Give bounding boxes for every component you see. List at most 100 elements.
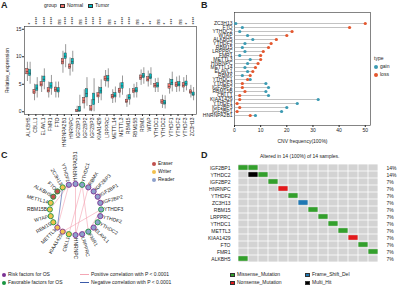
svg-text:7%: 7% [387,242,395,248]
svg-text:RBM15: RBM15 [35,221,53,235]
svg-text:FTO: FTO [47,180,58,191]
svg-text:Relative_expression: Relative_expression [4,48,10,93]
svg-text:YTHDF2: YTHDF2 [175,117,181,137]
svg-text:ns: ns [177,19,183,25]
svg-text:14%: 14% [387,165,398,171]
svg-text:FTO: FTO [221,242,231,248]
svg-text:****: **** [63,17,69,25]
svg-text:YTHDF1: YTHDF1 [168,117,174,137]
svg-text:YTHDC1: YTHDC1 [210,221,230,227]
svg-text:****: **** [98,17,104,25]
svg-text:KIAA1429: KIAA1429 [96,117,102,140]
svg-text:HNRNPC: HNRNPC [68,117,74,139]
svg-text:CBLL1: CBLL1 [32,117,38,133]
svg-text:7%: 7% [387,235,395,241]
svg-text:FMR1: FMR1 [217,249,231,255]
svg-text:7%: 7% [387,200,395,206]
svg-text:METTL3: METTL3 [211,228,230,234]
svg-text:HNRNPC: HNRNPC [73,238,79,260]
svg-text:****: **** [91,17,97,25]
svg-text:****: **** [34,17,40,25]
svg-text:YTHDC2: YTHDC2 [210,172,230,178]
svg-text:*: * [162,23,168,25]
svg-text:**: ** [148,21,154,25]
svg-text:METTL3: METTL3 [118,117,124,136]
svg-text:****: **** [42,17,48,25]
svg-text:CBLL1: CBLL1 [61,236,71,253]
svg-text:7%: 7% [387,228,395,234]
svg-text:ns: ns [105,19,111,25]
svg-text:YTHDF3: YTHDF3 [182,117,188,137]
svg-text:METTL14: METTL14 [111,117,117,139]
svg-text:IGF2BP2: IGF2BP2 [102,194,124,205]
svg-text:7%: 7% [387,186,395,192]
svg-text:7%: 7% [387,221,395,227]
svg-text:15: 15 [16,26,22,32]
svg-text:7%: 7% [387,193,395,199]
svg-text:50: 50 [362,127,368,133]
svg-text:KIAA1429: KIAA1429 [208,235,231,241]
svg-text:LRPPRC: LRPPRC [80,236,91,258]
svg-text:WTAP: WTAP [146,117,152,132]
svg-text:****: **** [49,17,55,25]
svg-text:7%: 7% [387,249,395,255]
svg-text:ns: ns [56,19,62,25]
svg-text:YTHDC2: YTHDC2 [160,117,166,137]
svg-text:***: *** [169,19,175,25]
svg-text:ZC3H13: ZC3H13 [212,200,231,206]
svg-text:HNRNPA2B1: HNRNPA2B1 [61,117,67,147]
svg-text:IGF2BP1: IGF2BP1 [75,117,81,138]
svg-text:RBM15: RBM15 [214,207,231,213]
svg-text:7%: 7% [387,256,395,262]
svg-text:ZC3H13: ZC3H13 [189,117,195,136]
svg-text:RBM15B: RBM15B [132,117,138,138]
svg-text:ns: ns [77,19,83,25]
svg-text:IGF2BP2: IGF2BP2 [210,179,231,185]
svg-text:ELAVL1: ELAVL1 [40,117,46,135]
svg-text:YTHDF2: YTHDF2 [211,193,231,199]
svg-text:CNV frequency(100%): CNV frequency(100%) [277,138,327,144]
svg-text:10: 10 [16,53,22,59]
svg-text:HNRNPA2B1: HNRNPA2B1 [203,112,233,118]
svg-text:****: **** [191,17,197,25]
svg-text:**: ** [113,21,119,25]
svg-text:ALKBH5: ALKBH5 [211,256,230,262]
svg-text:5: 5 [19,81,22,87]
svg-text:HNRNPC: HNRNPC [209,186,231,192]
svg-text:RBM15: RBM15 [125,117,131,134]
svg-text:****: **** [70,17,76,25]
svg-text:ZC3H13: ZC3H13 [50,167,65,186]
svg-text:30: 30 [310,127,316,133]
svg-text:IGF2BP2: IGF2BP2 [82,117,88,138]
svg-text:YTHDF3: YTHDF3 [104,206,124,212]
svg-text:YTHDC1: YTHDC1 [153,117,159,137]
svg-text:7%: 7% [387,179,395,185]
svg-text:FTO: FTO [54,117,60,127]
svg-text:ALKBH5: ALKBH5 [25,117,31,136]
svg-text:7%: 7% [387,207,395,213]
svg-text:0: 0 [19,108,22,114]
svg-text:ns: ns [155,19,161,25]
svg-text:7%: 7% [387,214,395,220]
svg-text:LRPPRC: LRPPRC [104,117,110,138]
svg-text:FMR1: FMR1 [47,117,53,131]
svg-text:****: **** [84,17,90,25]
svg-text:****: **** [127,17,133,25]
svg-text:ns: ns [134,19,140,25]
svg-text:IGF2BP3: IGF2BP3 [89,117,95,138]
svg-text:LRPPRC: LRPPRC [210,214,231,220]
svg-text:****: **** [120,17,126,25]
svg-text:40: 40 [336,127,342,133]
svg-text:20: 20 [284,127,290,133]
svg-text:YTHDF1: YTHDF1 [61,162,72,183]
svg-text:RBM15B: RBM15B [27,206,48,212]
svg-text:10: 10 [258,127,264,133]
svg-text:HNRNPA2B1: HNRNPA2B1 [72,151,78,181]
svg-text:RBMX: RBMX [139,117,145,132]
svg-text:0: 0 [233,127,236,133]
svg-text:WTAP: WTAP [34,213,50,223]
svg-text:14%: 14% [387,172,398,178]
svg-text:*: * [141,23,147,25]
svg-text:*: * [27,23,33,25]
svg-text:*: * [184,23,190,25]
